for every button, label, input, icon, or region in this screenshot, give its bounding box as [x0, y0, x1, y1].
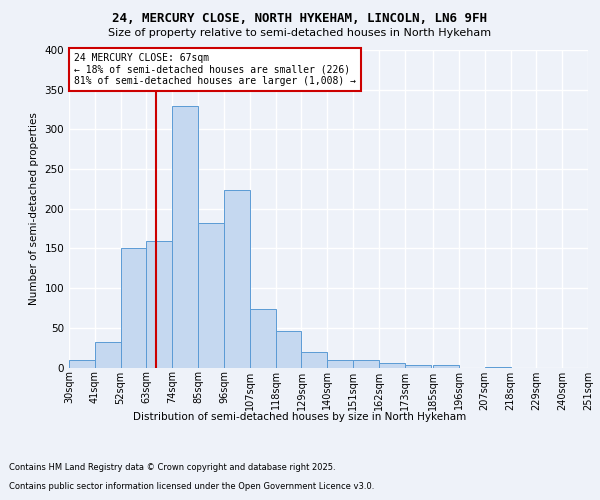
- Text: 24, MERCURY CLOSE, NORTH HYKEHAM, LINCOLN, LN6 9FH: 24, MERCURY CLOSE, NORTH HYKEHAM, LINCOL…: [113, 12, 487, 26]
- Text: Size of property relative to semi-detached houses in North Hykeham: Size of property relative to semi-detach…: [109, 28, 491, 38]
- Bar: [301, 352, 328, 368]
- Bar: [121, 248, 146, 368]
- Bar: [250, 309, 275, 368]
- Text: 24 MERCURY CLOSE: 67sqm
← 18% of semi-detached houses are smaller (226)
81% of s: 24 MERCURY CLOSE: 67sqm ← 18% of semi-de…: [74, 53, 356, 86]
- Bar: [69, 360, 95, 368]
- Bar: [198, 223, 224, 368]
- Bar: [275, 331, 301, 368]
- Bar: [172, 106, 198, 368]
- Text: Distribution of semi-detached houses by size in North Hykeham: Distribution of semi-detached houses by …: [133, 412, 467, 422]
- Bar: [224, 190, 250, 368]
- Bar: [379, 362, 405, 368]
- Bar: [328, 360, 353, 368]
- Bar: [95, 342, 121, 367]
- Bar: [433, 365, 459, 368]
- Text: Contains HM Land Registry data © Crown copyright and database right 2025.: Contains HM Land Registry data © Crown c…: [9, 464, 335, 472]
- Text: Contains public sector information licensed under the Open Government Licence v3: Contains public sector information licen…: [9, 482, 374, 491]
- Bar: [353, 360, 379, 368]
- Bar: [405, 365, 431, 368]
- Bar: [485, 366, 511, 368]
- Bar: [146, 240, 172, 368]
- Y-axis label: Number of semi-detached properties: Number of semi-detached properties: [29, 112, 39, 305]
